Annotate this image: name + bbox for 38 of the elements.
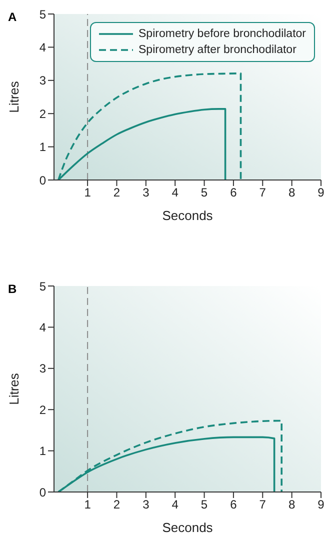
y-tick-label: 5: [39, 7, 46, 22]
x-tick-label: 8: [288, 498, 296, 512]
x-tick-label: 1: [84, 186, 92, 200]
chart-title: A: [8, 10, 17, 24]
x-tick-label: 4: [172, 498, 179, 512]
x-tick-label: 6: [230, 498, 238, 512]
x-tick-label: 3: [142, 498, 150, 512]
y-tick-label: 3: [39, 362, 46, 376]
legend-label: Spirometry after bronchodilator: [138, 43, 296, 58]
y-tick-label: 0: [39, 485, 46, 500]
x-axis-title: Seconds: [162, 208, 214, 223]
x-tick-label: 2: [113, 186, 120, 200]
legend-label: Spirometry before bronchodilator: [138, 27, 306, 42]
x-axis-title: Seconds: [162, 520, 214, 535]
y-tick-label: 5: [39, 279, 46, 294]
x-tick-label: 8: [288, 186, 296, 200]
x-tick-label: 3: [142, 186, 150, 200]
x-tick-label: 7: [259, 186, 266, 200]
y-tick-label: 1: [39, 140, 46, 154]
x-tick-label: 9: [318, 186, 325, 200]
y-tick-label: 2: [39, 402, 46, 417]
y-tick-label: 4: [39, 320, 46, 334]
x-tick-label: 2: [113, 498, 120, 512]
y-axis-title: Litres: [6, 372, 22, 405]
y-tick-label: 1: [39, 444, 46, 458]
y-tick-label: 3: [39, 74, 46, 88]
x-tick-label: 1: [84, 498, 92, 512]
y-tick-label: 0: [39, 173, 46, 188]
x-tick-label: 7: [259, 498, 266, 512]
y-tick-label: 2: [39, 106, 46, 121]
x-tick-label: 5: [200, 498, 208, 512]
x-tick-label: 9: [318, 498, 325, 512]
x-tick-label: 5: [200, 186, 208, 200]
x-tick-label: 4: [172, 186, 179, 200]
y-tick-label: 4: [39, 40, 46, 54]
x-tick-label: 6: [230, 186, 238, 200]
y-axis-title: Litres: [6, 80, 22, 113]
chart-title: B: [8, 282, 17, 296]
